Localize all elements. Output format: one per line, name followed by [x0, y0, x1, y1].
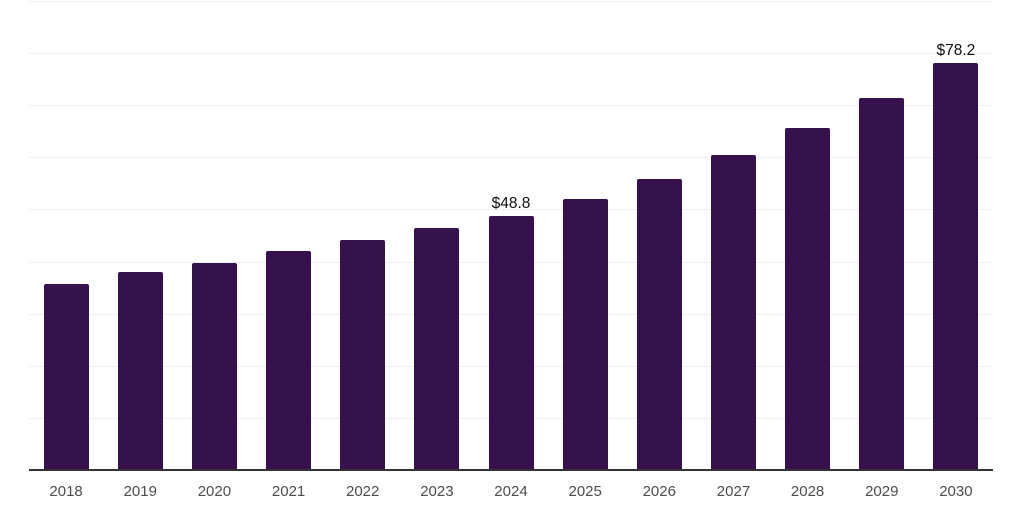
x-tick-label-2022: 2022 — [346, 483, 380, 500]
x-tick-label-2023: 2023 — [420, 483, 454, 500]
x-axis-line — [29, 469, 993, 471]
bar-2024 — [488, 215, 534, 470]
bar-2027 — [711, 155, 756, 470]
bar-2023 — [414, 228, 460, 470]
x-tick-label-2028: 2028 — [790, 483, 825, 500]
bar-2030 — [933, 62, 979, 470]
x-tick-label-2019: 2019 — [123, 483, 157, 500]
bar-2022 — [340, 240, 386, 470]
gridline-y60 — [29, 157, 993, 158]
x-tick-label-2025: 2025 — [568, 483, 602, 500]
x-tick-label-2020: 2020 — [197, 483, 232, 500]
bar-value-label-2024: $48.8 — [491, 194, 531, 212]
x-tick-label-2030: 2030 — [939, 483, 973, 500]
bar-value-label-2030: $78.2 — [936, 41, 976, 59]
bar-2019 — [117, 272, 163, 470]
bar-2025 — [562, 198, 608, 470]
bar-2028 — [785, 128, 831, 470]
gridline-y80 — [29, 53, 993, 54]
bar-2018 — [43, 284, 89, 470]
bar-2026 — [636, 178, 682, 470]
x-tick-label-2027: 2027 — [716, 483, 751, 500]
bar-2021 — [266, 250, 311, 470]
x-tick-label-2018: 2018 — [49, 483, 83, 500]
bar-2029 — [859, 98, 905, 470]
x-tick-label-2021: 2021 — [271, 483, 306, 500]
x-tick-label-2029: 2029 — [865, 483, 899, 500]
x-tick-label-2024: 2024 — [494, 483, 528, 500]
gridline-y90 — [29, 1, 993, 2]
x-tick-label-2026: 2026 — [642, 483, 676, 500]
bar-2020 — [191, 262, 237, 470]
gridline-y70 — [29, 105, 993, 106]
